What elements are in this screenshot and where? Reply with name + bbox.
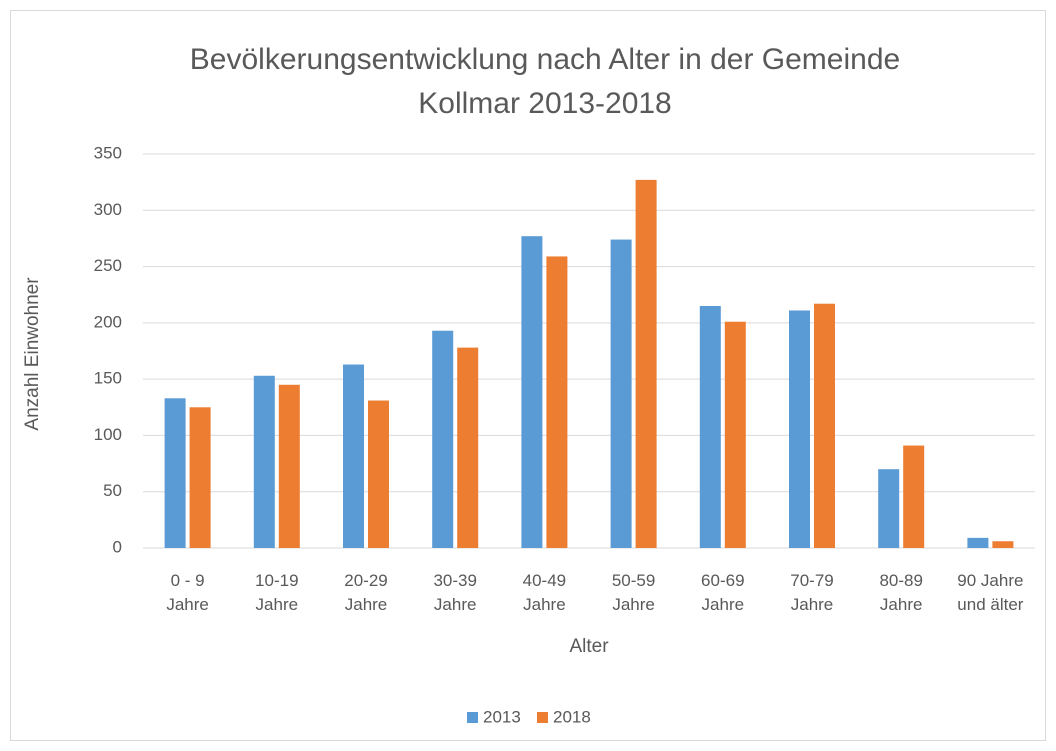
- bar: [457, 347, 479, 548]
- y-tick-label: 250: [94, 256, 122, 275]
- legend-swatch: [467, 712, 478, 723]
- bar: [967, 537, 989, 548]
- y-tick-label: 200: [94, 312, 122, 331]
- bar: [368, 400, 389, 548]
- y-tick-label: 0: [113, 537, 122, 556]
- bar: [432, 330, 454, 548]
- y-tick-label: 50: [103, 481, 122, 500]
- x-tick-label: 80-89 Jahre: [879, 571, 923, 614]
- bar: [610, 239, 632, 548]
- y-tick-label: 300: [94, 200, 122, 219]
- bar: [253, 375, 275, 548]
- x-tick-label: 30-39 Jahre: [433, 571, 477, 614]
- bar: [278, 384, 300, 548]
- bar: [546, 256, 568, 548]
- bar: [903, 445, 925, 548]
- x-tick-label: 50-59 Jahre: [611, 571, 656, 614]
- bar: [814, 303, 835, 548]
- y-tick-label: 150: [94, 369, 122, 388]
- x-tick-label: 60-69 Jahre: [701, 571, 745, 614]
- y-tick-label: 100: [94, 425, 122, 444]
- x-tick-label: 70-79 Jahre: [790, 571, 834, 614]
- bar: [189, 407, 211, 548]
- bar: [635, 179, 657, 549]
- x-tick-label: 40-49 Jahre: [522, 571, 567, 614]
- x-tick-label: 20-29 Jahre: [344, 571, 388, 614]
- bar: [164, 398, 186, 548]
- bar: [878, 469, 900, 548]
- bar: [789, 310, 810, 548]
- x-tick-label: 0 - 9 Jahre: [166, 571, 209, 614]
- chart-title: Bevölkerungsentwicklung nach Alter in de…: [189, 43, 901, 120]
- x-tick-label: 10-19 Jahre: [255, 571, 299, 614]
- bar: [521, 236, 543, 549]
- legend-swatch: [537, 712, 548, 723]
- x-axis-title: Alter: [569, 636, 609, 657]
- bar: [992, 541, 1014, 548]
- y-tick-label: 350: [94, 143, 122, 162]
- x-tick-label: 90 Jahre und älter: [957, 571, 1024, 614]
- legend-label: 2018: [553, 707, 591, 726]
- bar: [699, 305, 721, 548]
- bar: [724, 321, 746, 548]
- y-axis-title: Anzahl Einwohner: [22, 277, 43, 431]
- legend-label: 2013: [483, 707, 521, 726]
- bar: [343, 364, 364, 548]
